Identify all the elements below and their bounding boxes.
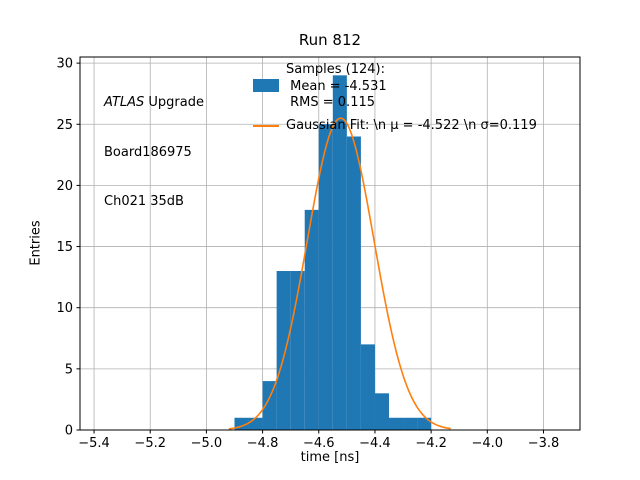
hist-bar	[346, 136, 361, 430]
legend-handle-column	[253, 62, 279, 92]
chart-title: Run 812	[298, 31, 362, 49]
legend-entry-samples: Samples (124): Mean = -4.531 RMS = 0.115	[253, 62, 537, 112]
annotation-line-2: Board186975	[104, 144, 192, 160]
x-axis-label: time [ns]	[300, 450, 360, 465]
annotation-line-1: ATLAS Upgrade	[104, 95, 204, 112]
fit-line-swatch-icon	[253, 124, 279, 127]
hist-bar	[304, 209, 319, 430]
x-tick-label: −4.4	[359, 436, 391, 451]
annotation-atlas-italic: ATLAS	[104, 95, 145, 110]
hist-bar	[262, 381, 277, 430]
legend-gauss-labels: Gaussian Fit: \n μ = -4.522 \n σ=0.119	[286, 118, 537, 135]
annotation-upgrade: Upgrade	[144, 95, 204, 110]
x-tick-label: −5.2	[134, 436, 166, 451]
y-tick-label: 25	[56, 118, 73, 133]
hist-bar	[417, 417, 432, 430]
legend-handle-column	[253, 118, 279, 127]
legend-samples-labels: Samples (124): Mean = -4.531 RMS = 0.115	[286, 62, 387, 112]
hist-bar	[388, 417, 404, 430]
hist-bar	[276, 271, 291, 430]
legend-samples-mean: Mean = -4.531	[286, 78, 387, 94]
atlas-annotation: ATLAS Upgrade Board186975 Ch021 35dB	[104, 62, 204, 227]
gaussian-fit-curve	[228, 117, 451, 430]
x-tick-label: −5.4	[78, 436, 110, 451]
x-tick-label: −4.6	[303, 436, 335, 451]
hist-bar	[318, 124, 333, 430]
y-tick-label: 20	[56, 179, 73, 194]
legend-samples-rms: RMS = 0.115	[286, 95, 376, 110]
x-tick-label: −4.8	[247, 436, 279, 451]
hist-bar	[360, 344, 375, 430]
annotation-line-3: Ch021 35dB	[104, 194, 184, 209]
y-tick-label: 0	[65, 424, 73, 439]
hist-bar	[332, 75, 347, 430]
x-tick-label: −5.0	[191, 436, 223, 451]
histogram-swatch-icon	[253, 79, 279, 92]
legend-gauss-label: Gaussian Fit: \n μ = -4.522 \n σ=0.119	[286, 117, 537, 133]
y-tick-label: 15	[56, 240, 73, 255]
hist-bar	[248, 417, 263, 430]
hist-bar	[374, 393, 389, 430]
y-tick-label: 30	[56, 57, 73, 72]
y-tick-label: 10	[56, 301, 73, 316]
y-tick-label: 5	[65, 362, 73, 377]
legend-entry-gauss: Gaussian Fit: \n μ = -4.522 \n σ=0.119	[253, 118, 537, 135]
legend: Samples (124): Mean = -4.531 RMS = 0.115…	[253, 62, 537, 140]
x-tick-label: −4.2	[415, 436, 447, 451]
legend-samples-title: Samples (124):	[286, 62, 385, 77]
axes-spine	[79, 56, 581, 431]
x-tick-label: −3.8	[528, 436, 560, 451]
y-axis-label: Entries	[28, 220, 44, 266]
hist-bar	[403, 417, 418, 430]
x-tick-label: −4.0	[472, 436, 504, 451]
